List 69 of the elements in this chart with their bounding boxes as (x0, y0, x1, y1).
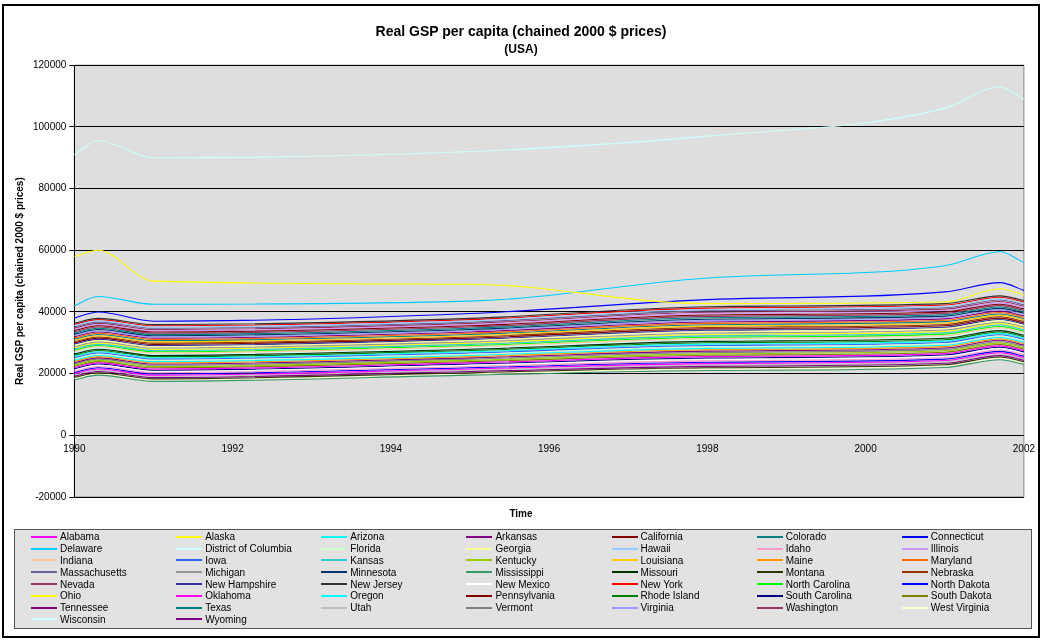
legend-label: Michigan (205, 566, 246, 578)
y-tick-label: 100000 (32, 120, 67, 132)
y-tick-label: 0 (60, 429, 67, 441)
legend-label: Indiana (60, 554, 93, 566)
y-tick-label: 80000 (38, 182, 67, 194)
legend-label: New Hampshire (205, 578, 277, 590)
legend-label: Tennessee (60, 602, 109, 614)
legend-label: Vermont (495, 602, 533, 614)
legend-label: Texas (205, 602, 232, 614)
legend-label: Maine (785, 554, 813, 566)
legend-label: Ohio (60, 590, 82, 602)
legend-label: Louisiana (640, 554, 684, 566)
x-tick-label: 2002 (1012, 443, 1036, 455)
y-tick-label: 60000 (38, 244, 67, 256)
legend-label: Montana (785, 566, 825, 578)
y-tick-label: 120000 (32, 58, 67, 70)
legend-label: Kansas (350, 554, 384, 566)
legend-label: Washington (785, 602, 839, 614)
chart-subtitle: (USA) (504, 42, 538, 57)
x-tick-label: 1996 (538, 443, 561, 455)
legend-label: Oklahoma (205, 590, 251, 602)
legend-label: Wyoming (205, 613, 247, 625)
legend-label: Hawaii (640, 543, 671, 555)
legend-label: Rhode Island (640, 590, 700, 602)
legend-label: New York (640, 578, 683, 590)
legend-label: Arkansas (495, 531, 538, 543)
legend-label: Nevada (60, 578, 95, 590)
legend-label: Florida (350, 543, 381, 555)
legend-label: West Virginia (930, 602, 990, 614)
legend-label: Maryland (930, 554, 972, 566)
legend-label: Wisconsin (60, 613, 106, 625)
y-tick-label: 20000 (38, 367, 67, 379)
x-tick-label: 2000 (854, 443, 878, 455)
legend-label: North Carolina (785, 578, 851, 590)
legend-label: Delaware (60, 543, 103, 555)
legend-label: Massachusetts (60, 566, 127, 578)
legend-label: Georgia (495, 543, 531, 555)
legend-label: Alabama (60, 531, 100, 543)
x-axis-title: Time (508, 508, 534, 519)
legend-label: South Carolina (785, 590, 852, 602)
legend-label: North Dakota (930, 578, 990, 590)
legend-label: Illinois (930, 543, 959, 555)
legend-label: Missouri (640, 566, 678, 578)
legend-label: Mississippi (495, 566, 544, 578)
legend-label: Minnesota (350, 566, 397, 578)
legend-label: Connecticut (930, 531, 984, 543)
x-tick-label: 1992 (221, 443, 245, 455)
legend-label: Alaska (205, 531, 236, 543)
chart-title: Real GSP per capita (chained 2000 $ prices) (375, 23, 667, 40)
x-tick-label: 1998 (696, 443, 719, 455)
legend-label: Idaho (785, 543, 811, 555)
legend-label: Colorado (785, 531, 827, 543)
x-tick-label: 1994 (379, 443, 403, 455)
legend-label: California (640, 531, 683, 543)
legend-label: District of Columbia (205, 543, 292, 555)
legend-label: New Mexico (495, 578, 550, 590)
legend-label: Pennsylvania (495, 590, 555, 602)
legend-label: Oregon (350, 590, 384, 602)
legend-label: South Dakota (930, 590, 992, 602)
legend-label: Utah (350, 602, 372, 614)
legend-label: Arizona (350, 531, 385, 543)
y-axis-title: Real GSP per capita (chained 2000 $ prices) (13, 177, 25, 385)
y-tick-label: -20000 (35, 490, 67, 502)
legend-label: Kentucky (495, 554, 537, 566)
legend-label: Nebraska (930, 566, 974, 578)
legend-label: Virginia (640, 602, 674, 614)
legend-label: New Jersey (350, 578, 403, 590)
y-tick-label: 40000 (38, 305, 67, 317)
legend-label: Iowa (205, 554, 227, 566)
